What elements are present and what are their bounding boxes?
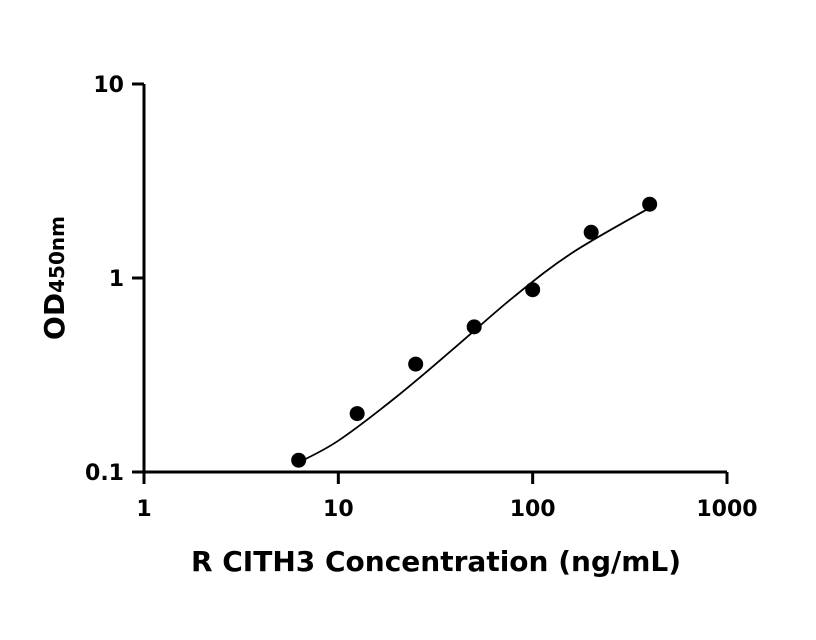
data-point-5: [583, 224, 599, 240]
data-point-3: [466, 319, 482, 335]
data-point-1: [349, 406, 365, 422]
axes: [142, 84, 727, 474]
fit-curve: [298, 207, 651, 464]
y-axis-label-main: OD: [38, 293, 71, 340]
x-axis-label: R CITH3 Concentration (ng/mL): [191, 545, 681, 578]
y-ticks: 0.1 1 10: [85, 73, 144, 486]
x-tick-label-2: 100: [510, 497, 556, 522]
data-point-2: [408, 356, 424, 372]
data-point-0: [291, 452, 307, 468]
x-tick-label-3: 1000: [696, 497, 757, 522]
y-axis-label-sub: 450nm: [45, 216, 69, 293]
y-tick-label-1: 1: [109, 267, 124, 292]
x-tick-label-1: 10: [323, 497, 354, 522]
data-points: [291, 196, 658, 468]
x-tick-label-0: 1: [136, 497, 151, 522]
y-axis-label: OD450nm: [38, 216, 71, 340]
x-ticks: 1 10 100 1000: [136, 472, 758, 522]
y-tick-label-2: 10: [93, 73, 124, 98]
y-tick-label-0: 0.1: [85, 461, 124, 486]
data-point-4: [525, 282, 541, 298]
data-point-6: [642, 196, 658, 212]
